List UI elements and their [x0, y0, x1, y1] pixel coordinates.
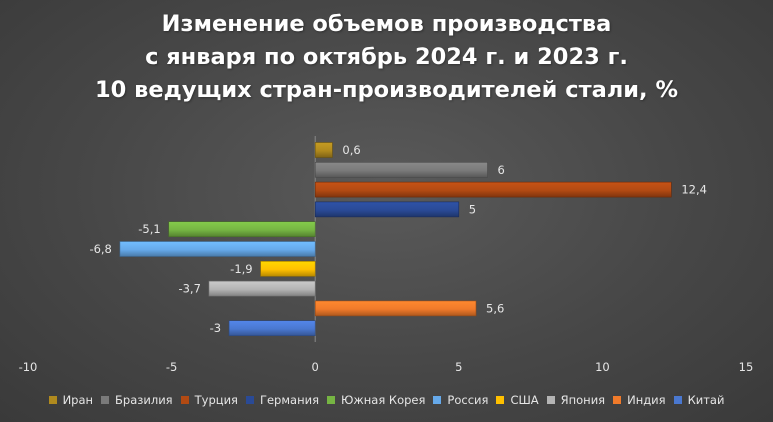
legend-item-2: Турция: [180, 393, 238, 407]
legend-item-5: Россия: [433, 393, 488, 407]
chart-legend: Иран Бразилия Турция Германия Южная Корея Рос…: [0, 393, 773, 407]
legend-item-6: США: [496, 393, 539, 407]
legend-swatch-0: [48, 396, 57, 404]
data-label-0: 0,6: [342, 143, 360, 157]
legend-label-0: Иран: [62, 393, 94, 407]
legend-item-8: Индия: [613, 393, 666, 407]
legend-label-9: Китай: [687, 393, 725, 407]
legend-item-9: Китай: [673, 393, 725, 407]
legend-label-1: Бразилия: [115, 393, 173, 407]
bar-8: [314, 300, 477, 317]
data-label-4: -5,1: [138, 222, 160, 236]
legend-label-7: Япония: [560, 393, 606, 407]
bar-9: [228, 320, 316, 337]
x-tick-label-2: 0: [312, 360, 319, 374]
legend-item-7: Япония: [546, 393, 606, 407]
legend-swatch-6: [496, 396, 505, 404]
legend-swatch-4: [327, 396, 335, 404]
legend-swatch-3: [245, 396, 254, 404]
x-tick-label-5: 15: [739, 360, 754, 374]
legend-swatch-8: [613, 396, 622, 404]
data-label-7: -3,7: [178, 282, 200, 296]
x-tick-label-3: 5: [455, 360, 462, 374]
legend-swatch-2: [180, 396, 189, 404]
chart-title-line-3: 10 ведущих стран-производителей стали, %: [95, 77, 678, 103]
data-label-9: -3: [210, 321, 221, 335]
legend-label-5: Россия: [447, 393, 489, 407]
legend-label-4: Южная Корея: [341, 393, 426, 407]
legend-label-6: США: [510, 393, 539, 407]
legend-item-1: Бразилия: [101, 393, 173, 407]
bar-5: [119, 241, 316, 257]
legend-item-3: Германия: [245, 393, 319, 407]
legend-item-0: Иран: [48, 393, 94, 407]
x-tick-label-1: -5: [166, 360, 177, 374]
data-label-8: 5,6: [486, 301, 504, 315]
x-tick-label-0: -10: [19, 360, 38, 374]
data-label-3: 5: [469, 202, 476, 216]
chart-title-line-2: с января по октябрь 2024 г. и 2023 г.: [145, 44, 628, 70]
chart-title-line-1: Изменение объемов производства: [161, 11, 612, 37]
x-tick-label-4: 10: [595, 360, 610, 374]
data-label-2: 12,4: [681, 183, 707, 197]
bar-1: [314, 162, 488, 178]
bar-3: [314, 201, 460, 218]
bar-4: [168, 221, 316, 237]
legend-label-3: Германия: [259, 393, 319, 407]
legend-swatch-7: [546, 396, 555, 404]
data-label-5: -6,8: [89, 242, 111, 256]
bar-6: [260, 260, 316, 277]
legend-label-8: Индия: [627, 393, 666, 407]
legend-swatch-1: [101, 396, 110, 404]
data-label-1: 6: [498, 163, 505, 177]
bar-2: [314, 181, 672, 198]
legend-swatch-9: [673, 396, 682, 404]
legend-item-4: Южная Корея: [327, 393, 425, 407]
bar-0: [314, 142, 333, 158]
chart-title: Изменение объемов производства с января …: [0, 8, 773, 107]
bar-7: [208, 280, 316, 297]
legend-swatch-5: [433, 396, 442, 404]
data-label-6: -1,9: [230, 262, 252, 276]
legend-label-2: Турция: [194, 393, 238, 407]
